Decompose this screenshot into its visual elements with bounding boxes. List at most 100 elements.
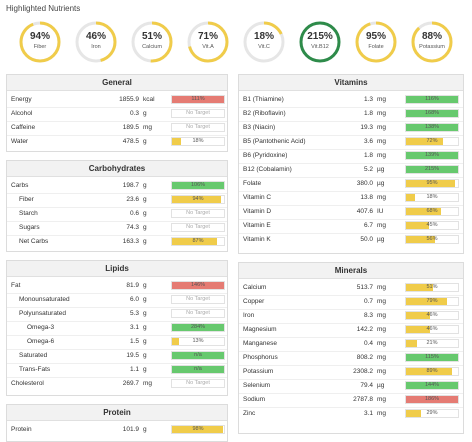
row-divider: [7, 321, 227, 322]
row-divider: [239, 205, 463, 206]
nutrient-amount: 380.0: [356, 180, 373, 187]
nutrient-name: B6 (Pyridoxine): [243, 152, 288, 159]
nutrient-unit: g: [143, 182, 147, 189]
highlight-circle-vit-c: 18% Vit.C: [242, 20, 286, 64]
nutrient-unit: mg: [377, 222, 387, 229]
table-row[interactable]: Omega-3 3.1 g 284%: [7, 321, 227, 335]
table-row[interactable]: Polyunsaturated 5.3 g No Target: [7, 307, 227, 321]
nutrient-unit: g: [143, 110, 147, 117]
table-row[interactable]: B3 (Niacin) 19.3 mg 138%: [239, 121, 463, 135]
lipids-panel-title: Lipids: [7, 261, 227, 277]
nutrient-unit: mg: [377, 284, 387, 291]
table-row[interactable]: Starch 0.6 g No Target: [7, 207, 227, 221]
table-row[interactable]: Alcohol 0.3 g No Target: [7, 107, 227, 121]
row-divider: [7, 235, 227, 236]
progress-bar-label: No Target: [186, 310, 210, 316]
nutrient-unit: mg: [377, 298, 387, 305]
table-row[interactable]: Selenium 79.4 µg 144%: [239, 379, 463, 393]
progress-bar-label: 138%: [424, 124, 440, 130]
table-row[interactable]: Trans-Fats 1.1 g n/a: [7, 363, 227, 377]
progress-bar: No Target: [171, 209, 225, 218]
progress-bar-label: 186%: [424, 396, 440, 402]
progress-bar: 46%: [405, 311, 459, 320]
table-row[interactable]: B12 (Cobalamin) 5.2 µg 215%: [239, 163, 463, 177]
progress-bar: 115%: [405, 353, 459, 362]
progress-bar-label: 146%: [190, 282, 206, 288]
progress-bar-label: 68%: [426, 208, 438, 214]
progress-bar: 51%: [405, 283, 459, 292]
table-row[interactable]: Net Carbs 163.3 g 87%: [7, 235, 227, 249]
nutrient-name: Iron: [243, 312, 255, 319]
table-row[interactable]: Calcium 513.7 mg 51%: [239, 281, 463, 295]
table-row[interactable]: Saturated 19.5 g n/a: [7, 349, 227, 363]
table-row[interactable]: Iron 8.3 mg 46%: [239, 309, 463, 323]
bar-fill: [406, 354, 458, 361]
table-row[interactable]: B2 (Riboflavin) 1.8 mg 168%: [239, 107, 463, 121]
table-row[interactable]: Sodium 2787.8 mg 186%: [239, 393, 463, 407]
progress-bar-label: 21%: [426, 340, 438, 346]
nutrient-amount: 79.4: [360, 382, 373, 389]
table-row[interactable]: Energy 1855.9 kcal 111%: [7, 93, 227, 107]
nutrient-name: Manganese: [243, 340, 277, 347]
table-row[interactable]: Water 478.5 g 18%: [7, 135, 227, 149]
carbohydrates-panel-title: Carbohydrates: [7, 161, 227, 177]
nutrient-name: Fiber: [19, 196, 34, 203]
progress-bar-label: 106%: [190, 182, 206, 188]
progress-ring-icon: [243, 21, 285, 63]
table-row[interactable]: Fat 81.9 g 146%: [7, 279, 227, 293]
table-row[interactable]: Zinc 3.1 mg 29%: [239, 407, 463, 421]
nutrient-name: Fat: [11, 282, 21, 289]
table-row[interactable]: Vitamin C 13.8 mg 18%: [239, 191, 463, 205]
nutrient-unit: mg: [377, 138, 387, 145]
table-row[interactable]: Caffeine 189.5 mg No Target: [7, 121, 227, 135]
table-row[interactable]: Vitamin E 6.7 mg 45%: [239, 219, 463, 233]
progress-bar: 111%: [171, 95, 225, 104]
table-row[interactable]: Fiber 23.6 g 94%: [7, 193, 227, 207]
progress-bar-label: 98%: [192, 426, 204, 432]
progress-bar-label: No Target: [186, 210, 210, 216]
nutrient-amount: 3.1: [363, 410, 373, 417]
table-row[interactable]: B1 (Thiamine) 1.3 mg 116%: [239, 93, 463, 107]
progress-bar-label: n/a: [194, 352, 202, 358]
nutrient-name: Magnesium: [243, 326, 277, 333]
table-row[interactable]: B6 (Pyridoxine) 1.8 mg 139%: [239, 149, 463, 163]
nutrient-unit: mg: [377, 152, 387, 159]
lipids-panel: Lipids Fat 81.9 g 146% Monounsaturated 6.0 g No…: [6, 260, 228, 396]
table-row[interactable]: Omega-6 1.5 g 13%: [7, 335, 227, 349]
nutrient-name: Omega-3: [27, 324, 55, 331]
bar-fill: [406, 222, 430, 229]
nutrient-name: Zinc: [243, 410, 256, 417]
table-row[interactable]: Protein 101.9 g 98%: [7, 423, 227, 437]
nutrient-unit: g: [143, 426, 147, 433]
table-row[interactable]: Carbs 198.7 g 106%: [7, 179, 227, 193]
bar-fill: [406, 194, 416, 201]
progress-bar-label: No Target: [186, 224, 210, 230]
table-row[interactable]: Phosphorus 808.2 mg 115%: [239, 351, 463, 365]
row-divider: [239, 177, 463, 178]
nutrient-amount: 163.3: [122, 238, 139, 245]
nutrient-name: B12 (Cobalamin): [243, 166, 292, 173]
table-row[interactable]: Monounsaturated 6.0 g No Target: [7, 293, 227, 307]
highlight-circle-folate: 95% Folate: [354, 20, 398, 64]
row-divider: [239, 295, 463, 296]
table-row[interactable]: Manganese 0.4 mg 21%: [239, 337, 463, 351]
table-row[interactable]: Magnesium 142.2 mg 46%: [239, 323, 463, 337]
highlight-percent: 94%: [29, 31, 50, 42]
progress-bar-label: 144%: [424, 382, 440, 388]
table-row[interactable]: Potassium 2308.2 mg 89%: [239, 365, 463, 379]
nutrient-unit: g: [143, 338, 147, 345]
nutrient-amount: 1.5: [129, 338, 139, 345]
bar-fill: [406, 236, 436, 243]
nutrient-amount: 1.1: [129, 366, 139, 373]
table-row[interactable]: Folate 380.0 µg 95%: [239, 177, 463, 191]
progress-bar: 68%: [405, 207, 459, 216]
table-row[interactable]: Cholesterol 269.7 mg No Target: [7, 377, 227, 391]
table-row[interactable]: Sugars 74.3 g No Target: [7, 221, 227, 235]
table-row[interactable]: Copper 0.7 mg 79%: [239, 295, 463, 309]
table-row[interactable]: B5 (Pantothenic Acid) 3.6 mg 72%: [239, 135, 463, 149]
table-row[interactable]: Vitamin D 407.6 IU 68%: [239, 205, 463, 219]
row-divider: [7, 221, 227, 222]
general-panel-title: General: [7, 75, 227, 91]
highlight-percent: 215%: [307, 31, 333, 42]
table-row[interactable]: Vitamin K 50.0 µg 56%: [239, 233, 463, 247]
